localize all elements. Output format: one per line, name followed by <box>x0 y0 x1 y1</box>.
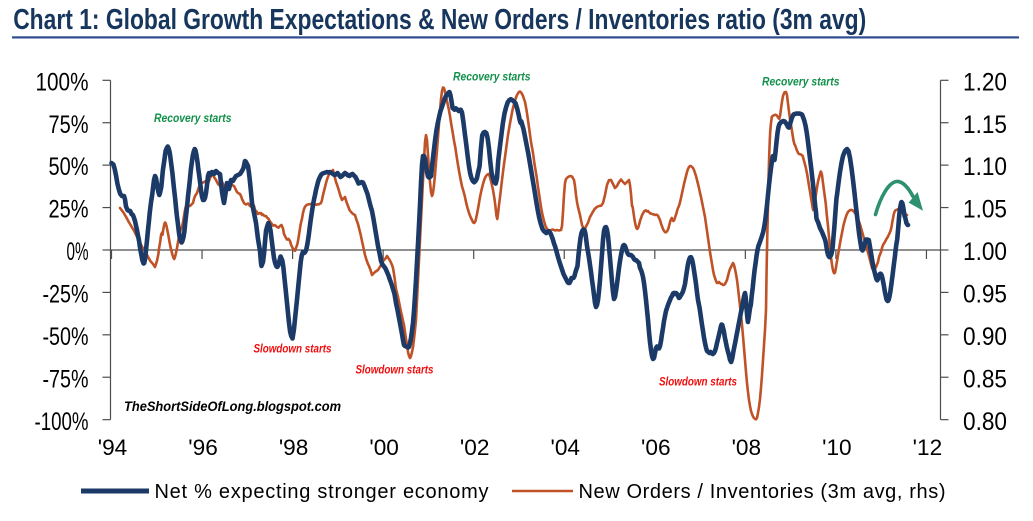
svg-text:New Orders / Inventories (3m a: New Orders / Inventories (3m avg, rhs) <box>579 481 946 503</box>
svg-text:1.00: 1.00 <box>963 238 1007 266</box>
svg-text:'96: '96 <box>188 435 218 460</box>
svg-text:'94: '94 <box>98 435 128 460</box>
svg-text:0.95: 0.95 <box>963 281 1007 309</box>
svg-text:-75%: -75% <box>43 365 89 393</box>
svg-text:100%: 100% <box>36 68 89 96</box>
svg-text:'08: '08 <box>732 435 762 460</box>
svg-text:1.10: 1.10 <box>963 153 1007 181</box>
svg-text:'98: '98 <box>279 435 309 460</box>
svg-text:1.15: 1.15 <box>963 111 1007 139</box>
svg-text:1.05: 1.05 <box>963 196 1007 224</box>
svg-text:'00: '00 <box>369 435 399 460</box>
svg-text:'02: '02 <box>460 435 490 460</box>
svg-text:Slowdown starts: Slowdown starts <box>254 341 332 355</box>
svg-text:'04: '04 <box>551 435 581 460</box>
svg-text:TheShortSideOfLong.blogspot.co: TheShortSideOfLong.blogspot.com <box>124 399 341 414</box>
svg-text:0%: 0% <box>67 238 89 266</box>
svg-text:Slowdown starts: Slowdown starts <box>356 363 434 377</box>
svg-text:1.20: 1.20 <box>963 68 1007 96</box>
svg-text:-25%: -25% <box>43 281 89 309</box>
svg-text:25%: 25% <box>49 196 89 224</box>
svg-text:75%: 75% <box>49 111 89 139</box>
svg-text:0.85: 0.85 <box>963 365 1007 393</box>
svg-text:'10: '10 <box>822 435 852 460</box>
svg-text:-100%: -100% <box>35 408 89 436</box>
svg-text:Recovery starts: Recovery starts <box>154 111 232 125</box>
svg-text:-50%: -50% <box>43 323 89 351</box>
svg-text:Net % expecting stronger econo: Net % expecting stronger economy <box>155 481 489 503</box>
svg-text:0.90: 0.90 <box>963 323 1007 351</box>
svg-text:Recovery starts: Recovery starts <box>762 74 840 88</box>
svg-text:Recovery starts: Recovery starts <box>453 69 531 83</box>
svg-text:'06: '06 <box>641 435 671 460</box>
svg-text:'12: '12 <box>913 435 943 460</box>
svg-text:Chart 1: Global Growth Expecta: Chart 1: Global Growth Expectations & Ne… <box>13 4 866 36</box>
svg-text:0.80: 0.80 <box>963 408 1007 436</box>
svg-text:50%: 50% <box>49 153 89 181</box>
svg-text:Slowdown starts: Slowdown starts <box>659 374 737 388</box>
